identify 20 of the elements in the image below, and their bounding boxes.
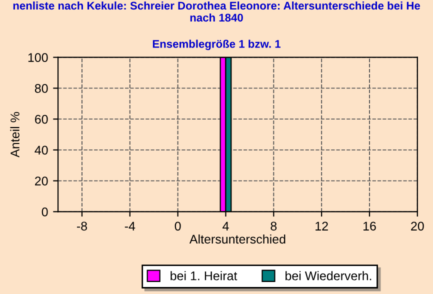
y-tick-label: 40 <box>34 146 48 155</box>
legend-label: bei Wiederverh. <box>286 271 372 280</box>
x-tick-label: -8 <box>76 222 87 231</box>
legend-label: bei 1. Heirat <box>170 271 238 280</box>
y-tick-label: 80 <box>34 84 48 93</box>
x-tick-label: -4 <box>124 222 136 230</box>
y-tick-label: 20 <box>35 176 48 186</box>
y-axis-title: Anteil % <box>10 112 20 158</box>
chart-title: nenliste nach Kekule: Schreier Dorothea Eleonore: Altersunterschiede bei He nach 1840 <box>13 1 420 22</box>
y-tick-label: 100 <box>28 53 48 62</box>
x-tick-label: 16 <box>363 222 376 231</box>
y-tick-label: 0 <box>42 207 48 216</box>
x-axis-title: Altersunterschied <box>189 234 286 244</box>
chart-subtitle: Ensemblegröße 1 bzw. 1 <box>152 40 281 50</box>
x-tick-label: 0 <box>174 222 181 231</box>
x-tick-label: 20 <box>411 222 424 231</box>
x-tick-label: 4 <box>222 222 229 230</box>
y-tick-label: 60 <box>35 114 48 124</box>
x-tick-label: 8 <box>270 222 277 231</box>
x-tick-label: 12 <box>316 222 328 230</box>
